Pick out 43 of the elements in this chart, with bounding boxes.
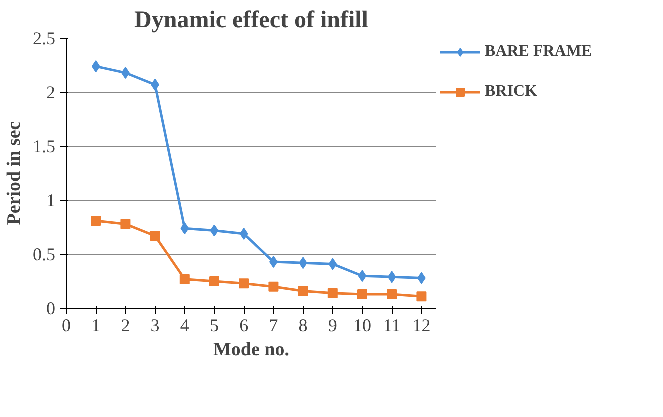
x-tick-label: 11 [383,316,401,336]
point [210,276,220,286]
y-tick-label: 1 [46,190,56,210]
y-tick-label: 2 [46,82,56,102]
x-tick-label: 9 [328,316,338,336]
x-axis-title: Mode no. [214,340,290,360]
x-tick-label: 12 [412,316,431,336]
point [416,292,427,302]
x-tick-label: 8 [298,316,308,336]
point [180,222,190,235]
x-tick-label: 4 [180,316,190,336]
point [210,224,219,237]
point [120,219,131,230]
x-tick-label: 3 [150,316,160,336]
x-tick-label: 1 [92,316,101,336]
point [328,258,338,270]
chart-title: Dynamic effect of infill [134,8,369,34]
legend-label: BRICK [485,83,538,101]
y-tick-label: 2.5 [33,28,56,48]
x-tick-label: 5 [210,316,219,336]
legend-label: BARE FRAME [485,43,592,61]
y-tick-label: 1.5 [33,136,56,156]
point [268,282,279,292]
point [387,289,398,300]
y-tick-label: 0.5 [33,244,56,264]
point [388,271,396,284]
point [358,289,368,300]
point [358,270,367,282]
y-tick-label: 0 [46,298,56,318]
x-tick-label: 2 [121,316,130,336]
point [92,60,100,73]
x-tick-label: 0 [62,316,71,336]
point [180,274,190,284]
point [239,278,250,289]
point [240,228,248,240]
x-tick-label: 6 [240,316,249,336]
x-tick-label: 7 [269,316,278,336]
y-axis-title: Period in sec [4,122,25,226]
point [298,286,308,296]
x-tick-label: 10 [354,316,372,336]
point [91,216,102,226]
point [150,231,160,242]
point [328,288,338,298]
